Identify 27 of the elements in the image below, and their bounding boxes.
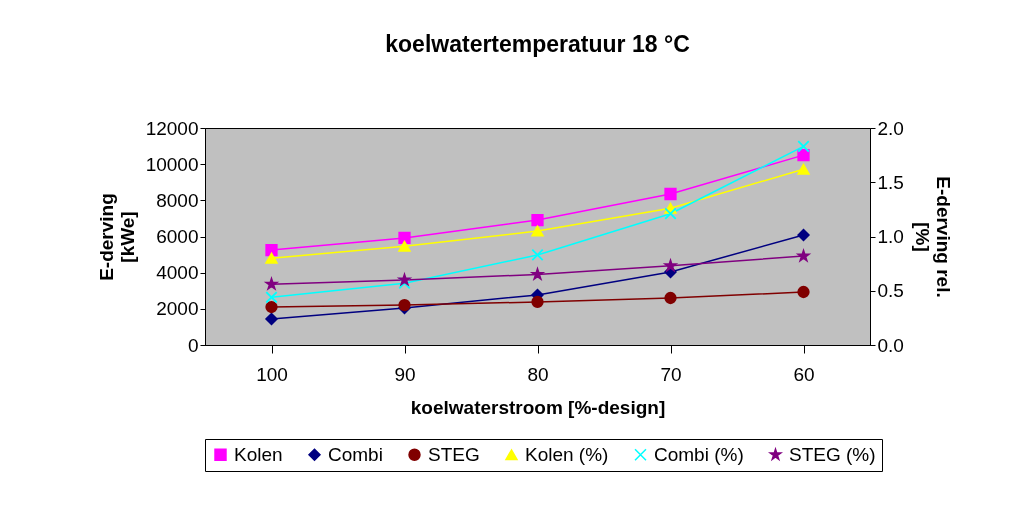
- y2-tick-label: 0.5: [877, 280, 904, 302]
- y2-tick-label: 1.0: [877, 226, 904, 247]
- legend-label: Combi: [328, 443, 383, 465]
- y-axis-title: E-derving [kWe]: [95, 193, 138, 281]
- legend-label: STEG: [428, 443, 480, 465]
- y-tick-label: 12000: [145, 117, 199, 139]
- y-tick-label: 8000: [156, 189, 199, 211]
- legend-label: Kolen (%): [525, 443, 609, 465]
- x-tick-label: 90: [394, 363, 416, 385]
- x-tick-label: 100: [256, 363, 288, 385]
- y-tick-label: 10000: [145, 153, 199, 175]
- y2-tick-label: 0.0: [877, 334, 904, 356]
- y-tick-label: 0: [187, 334, 199, 356]
- y2-tick-label: 1.5: [877, 171, 904, 193]
- y2-tick-label: 2.0: [877, 117, 904, 139]
- y-tick-label: 6000: [156, 226, 199, 247]
- legend-label: Combi (%): [654, 443, 744, 465]
- x-tick-label: 60: [793, 363, 815, 385]
- x-tick-label: 70: [660, 363, 682, 385]
- legend-label: Kolen: [234, 443, 283, 465]
- x-axis-title: koelwaterstroom [%-design]: [410, 396, 666, 418]
- y-tick-label: 4000: [156, 262, 199, 284]
- legend-label: STEG (%): [789, 443, 876, 465]
- x-tick-label: 80: [527, 363, 549, 385]
- y2-axis-title: E-derving rel. [%]: [911, 176, 954, 298]
- y-tick-label: 2000: [156, 298, 199, 320]
- chart-title: koelwatertemperatuur 18 °C: [385, 31, 690, 57]
